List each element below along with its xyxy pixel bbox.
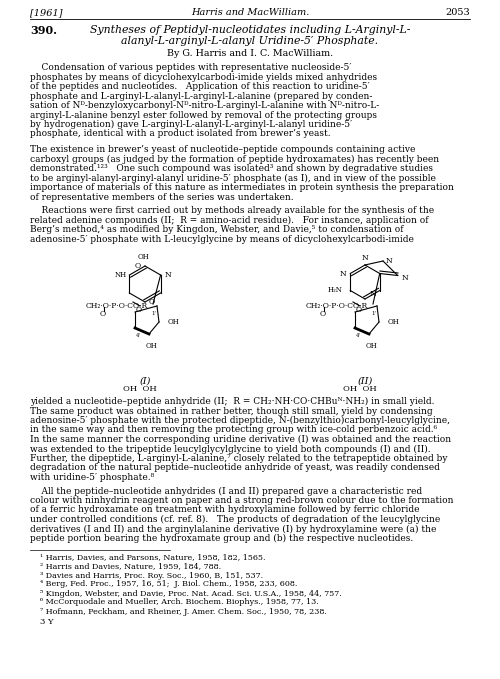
Text: Berg’s method,⁴ as modified by Kingdon, Webster, and Davie,⁵ to condensation of: Berg’s method,⁴ as modified by Kingdon, … (30, 225, 404, 234)
Text: O: O (149, 298, 155, 306)
Text: phosphate and L-arginyl-L-alanyl-L-arginyl-L-alanine (prepared by conden-: phosphate and L-arginyl-L-alanyl-L-argin… (30, 92, 372, 100)
Text: OH: OH (168, 318, 180, 326)
Text: In the same manner the corresponding uridine derivative (I) was obtained and the: In the same manner the corresponding uri… (30, 435, 451, 444)
Text: OH: OH (145, 342, 157, 350)
Text: ² Harris and Davies, Nature, 1959, 184, 788.: ² Harris and Davies, Nature, 1959, 184, … (40, 562, 221, 570)
Text: (II): (II) (358, 377, 372, 386)
Text: H₂N: H₂N (328, 287, 342, 295)
Text: ³ Davies and Harris, Proc. Roy. Soc., 1960, B, 151, 537.: ³ Davies and Harris, Proc. Roy. Soc., 19… (40, 572, 263, 579)
Text: colour with ninhydrin reagent on paper and a strong red-brown colour due to the : colour with ninhydrin reagent on paper a… (30, 496, 454, 505)
Text: under controlled conditions (cf. ref. 8).   The products of degradation of the l: under controlled conditions (cf. ref. 8)… (30, 515, 440, 524)
Text: N: N (402, 274, 408, 282)
Text: Reactions were first carried out by methods already available for the synthesis : Reactions were first carried out by meth… (30, 206, 434, 215)
Text: OH: OH (138, 253, 150, 261)
Text: adenosine-5′ phosphate with L-leucylglycine by means of dicyclohexylcarbodi-imid: adenosine-5′ phosphate with L-leucylglyc… (30, 234, 414, 244)
Text: with uridine-5′ phosphate.⁸: with uridine-5′ phosphate.⁸ (30, 473, 154, 482)
Text: 4': 4' (136, 333, 140, 338)
Text: demonstrated.¹²³   One such compound was isolated³ and shown by degradative stud: demonstrated.¹²³ One such compound was i… (30, 164, 433, 173)
Text: Condensation of various peptides with representative nucleoside-5′: Condensation of various peptides with re… (30, 63, 352, 72)
Text: O: O (356, 306, 362, 314)
Text: 3 Y: 3 Y (40, 619, 54, 627)
Text: [1961]: [1961] (30, 8, 62, 17)
Text: 390.: 390. (30, 25, 57, 36)
Text: N: N (370, 289, 376, 297)
Text: phosphate, identical with a product isolated from brewer’s yeast.: phosphate, identical with a product isol… (30, 130, 330, 139)
Text: of a ferric hydroxamate on treatment with hydroxylamine followed by ferric chlor: of a ferric hydroxamate on treatment wit… (30, 505, 419, 515)
Text: OH: OH (365, 342, 377, 350)
Text: All the peptide–nucleotide anhydrides (I and II) prepared gave a characteristic : All the peptide–nucleotide anhydrides (I… (30, 486, 422, 496)
Text: related adenine compounds (II;  R = amino-acid residue).   For instance, applica: related adenine compounds (II; R = amino… (30, 215, 428, 225)
Text: derivatives (I and II) and the arginylalanine derivative (I) by hydroxylamine we: derivatives (I and II) and the arginylal… (30, 524, 436, 534)
Text: was extended to the tripeptide leucylglycylglycine to yield both compounds (I) a: was extended to the tripeptide leucylgly… (30, 445, 430, 454)
Text: ⁶ McCorquodale and Mueller, Arch. Biochem. Biophys., 1958, 77, 13.: ⁶ McCorquodale and Mueller, Arch. Bioche… (40, 598, 319, 606)
Text: 1': 1' (372, 311, 376, 316)
Text: ¹ Harris, Davies, and Parsons, Nature, 1958, 182, 1565.: ¹ Harris, Davies, and Parsons, Nature, 1… (40, 553, 266, 562)
Text: CH₂·O·P·O·CO·R: CH₂·O·P·O·CO·R (306, 302, 368, 310)
Text: Further, the dipeptide, L-arginyl-L-alanine,⁷ closely related to the tetrapeptid: Further, the dipeptide, L-arginyl-L-alan… (30, 454, 448, 463)
Text: Harris and MacWilliam.: Harris and MacWilliam. (191, 8, 309, 17)
Text: adenosine-5′ phosphate with the protected dipeptide, N-(benzylthio)carbonyl-leuc: adenosine-5′ phosphate with the protecte… (30, 416, 450, 425)
Text: OH  OH: OH OH (123, 385, 157, 393)
Text: 4': 4' (356, 333, 360, 338)
Text: O: O (135, 262, 141, 270)
Text: 2053: 2053 (446, 8, 470, 17)
Text: The same product was obtained in rather better, though still small, yield by con: The same product was obtained in rather … (30, 407, 432, 416)
Text: ⁵ Kingdon, Webster, and Davie, Proc. Nat. Acad. Sci. U.S.A., 1958, 44, 757.: ⁵ Kingdon, Webster, and Davie, Proc. Nat… (40, 589, 342, 598)
Text: importance of materials of this nature as intermediates in protein synthesis the: importance of materials of this nature a… (30, 183, 454, 192)
Text: N: N (362, 254, 368, 262)
Text: OH  OH: OH OH (343, 385, 377, 393)
Text: of the peptides and nucleotides.   Application of this reaction to uridine-5′: of the peptides and nucleotides. Applica… (30, 82, 370, 91)
Text: arginyl-L-alanine benzyl ester followed by removal of the protecting groups: arginyl-L-alanine benzyl ester followed … (30, 111, 377, 120)
Text: phosphates by means of dicyclohexylcarbodi-imide yields mixed anhydrides: phosphates by means of dicyclohexylcarbo… (30, 73, 377, 81)
Text: N: N (340, 270, 346, 278)
Text: to be arginyl-alanyl-arginyl-alanyl uridine-5′ phosphate (as I), and in view of : to be arginyl-alanyl-arginyl-alanyl urid… (30, 174, 436, 183)
Text: (I): (I) (140, 377, 150, 386)
Text: Syntheses of Peptidyl-nucleotidates including L-Arginyl-L-: Syntheses of Peptidyl-nucleotidates incl… (90, 25, 410, 35)
Text: O: O (320, 310, 326, 318)
Text: yielded a nucleotide–peptide anhydride (II;  R = CH₂·NH·CO·CHBuᴺ·NH₂) in small y: yielded a nucleotide–peptide anhydride (… (30, 397, 434, 406)
Text: O: O (100, 310, 106, 318)
Text: N: N (164, 271, 171, 279)
Text: by hydrogenation) gave L-arginyl-L-alanyl-L-arginyl-L-alanyl uridine-5′: by hydrogenation) gave L-arginyl-L-alany… (30, 120, 352, 129)
Text: OH: OH (388, 318, 400, 326)
Text: peptide portion bearing the hydroxamate group and (b) the respective nucleotides: peptide portion bearing the hydroxamate … (30, 534, 413, 543)
Text: carboxyl groups (as judged by the formation of peptide hydroxamates) has recentl: carboxyl groups (as judged by the format… (30, 155, 439, 164)
Text: 1': 1' (152, 311, 156, 316)
Text: degradation of the natural peptide–nucleotide anhydride of yeast, was readily co: degradation of the natural peptide–nucle… (30, 464, 440, 473)
Text: in the same way and then removing the protecting group with ice-cold perbenzoic : in the same way and then removing the pr… (30, 426, 437, 435)
Text: alanyl-L-arginyl-L-alanyl Uridine-5′ Phosphate.: alanyl-L-arginyl-L-alanyl Uridine-5′ Pho… (122, 36, 378, 46)
Text: sation of Nᴰ-benzyloxycarbonyl-Nᴰ-nitro-L-arginyl-L-alanine with Nᴰ-nitro-L-: sation of Nᴰ-benzyloxycarbonyl-Nᴰ-nitro-… (30, 101, 380, 110)
Text: ⁷ Hofmann, Peckham, and Rheiner, J. Amer. Chem. Soc., 1950, 78, 238.: ⁷ Hofmann, Peckham, and Rheiner, J. Amer… (40, 608, 327, 615)
Text: O: O (136, 306, 142, 314)
Text: of representative members of the series was undertaken.: of representative members of the series … (30, 193, 293, 202)
Text: CH₂·O·P·O·CO·R: CH₂·O·P·O·CO·R (86, 302, 148, 310)
Text: By G. Harris and I. C. MacWilliam.: By G. Harris and I. C. MacWilliam. (167, 49, 333, 58)
Text: NH: NH (114, 271, 126, 279)
Text: ⁴ Berg, Fed. Proc., 1957, 16, 51;  J. Biol. Chem., 1958, 233, 608.: ⁴ Berg, Fed. Proc., 1957, 16, 51; J. Bio… (40, 581, 298, 589)
Text: The existence in brewer’s yeast of nucleotide–peptide compounds containing activ: The existence in brewer’s yeast of nucle… (30, 145, 415, 154)
Text: N: N (386, 257, 392, 265)
